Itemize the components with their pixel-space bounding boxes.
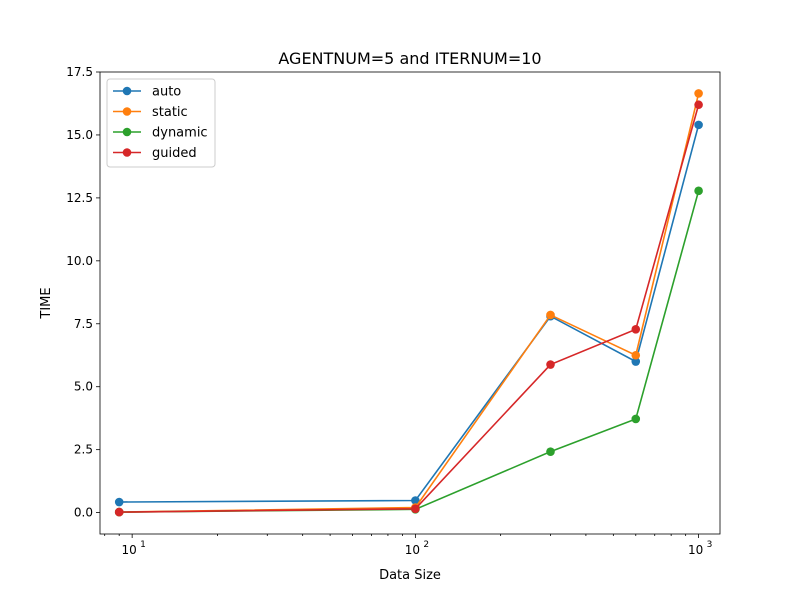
chart-title: AGENTNUM=5 and ITERNUM=10 <box>278 49 541 68</box>
y-tick-label: 12.5 <box>66 191 93 205</box>
y-tick-label: 7.5 <box>74 317 93 331</box>
data-point-auto <box>114 497 124 507</box>
legend-label-dynamic: dynamic <box>152 126 208 141</box>
y-tick-label: 2.5 <box>74 443 93 457</box>
data-point-dynamic <box>694 186 703 196</box>
y-tick-label: 17.5 <box>66 65 93 79</box>
data-point-auto <box>631 357 641 366</box>
legend-marker-guided <box>122 148 132 157</box>
y-axis-label: TIME <box>39 287 54 319</box>
legend-label-static: static <box>152 105 188 120</box>
plot-area: 10 1 10 2 10 30.02.55.07.510.012.515.017.5 <box>66 65 721 557</box>
y-tick-label: 15.0 <box>66 128 93 142</box>
legend-box <box>106 78 216 168</box>
data-point-guided <box>546 360 555 369</box>
x-tick-label: 10 <box>405 543 420 557</box>
data-point-auto <box>694 120 703 130</box>
x-tick-exponent: 3 <box>707 540 713 550</box>
data-point-guided <box>411 504 420 514</box>
data-point-static <box>631 350 641 360</box>
axes-frame <box>99 71 721 535</box>
x-axis-label: Data Size <box>379 568 441 583</box>
legend: auto static dynamic guided <box>106 78 216 168</box>
legend-label-guided: guided <box>152 146 197 161</box>
data-point-auto <box>411 496 420 505</box>
legend-marker-dynamic <box>122 127 132 137</box>
x-tick-exponent: 1 <box>140 540 146 550</box>
data-point-static <box>546 310 555 320</box>
data-point-dynamic <box>546 447 555 456</box>
x-tick-exponent: 2 <box>423 540 429 550</box>
x-tick-label: 10 <box>122 543 137 557</box>
legend-label-auto: auto <box>152 85 181 100</box>
data-point-guided <box>631 325 641 334</box>
legend-marker-auto <box>122 86 132 96</box>
y-tick-label: 0.0 <box>74 506 93 520</box>
x-tick-label: 10 <box>688 543 703 557</box>
y-tick-label: 5.0 <box>74 380 93 394</box>
data-point-dynamic <box>631 414 641 424</box>
y-tick-label: 10.0 <box>66 254 93 268</box>
legend-marker-static <box>122 107 132 116</box>
data-point-static <box>694 89 703 98</box>
data-point-guided <box>694 100 703 110</box>
data-point-guided <box>114 507 124 517</box>
